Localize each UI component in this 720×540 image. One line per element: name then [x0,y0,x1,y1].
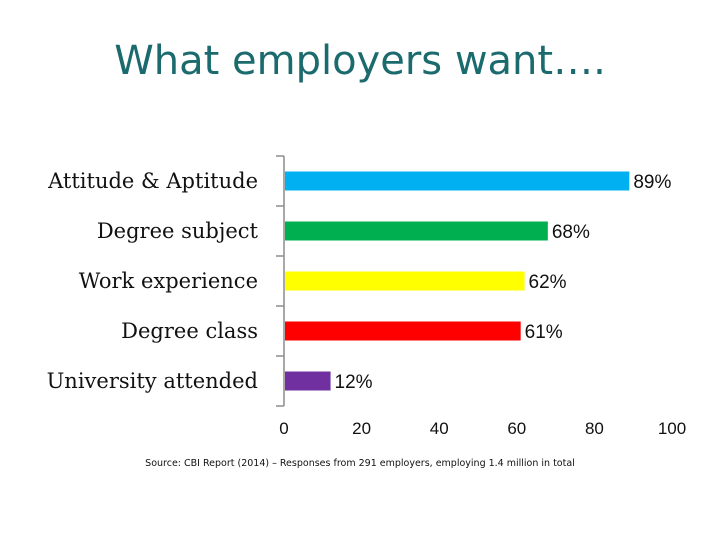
data-label: 62% [529,272,567,293]
data-label: 12% [335,372,373,393]
x-tick-label: 40 [430,419,449,438]
bar [285,321,521,341]
x-tick-label: 80 [585,419,604,438]
chart-axes [276,155,285,407]
bar [285,221,548,241]
x-tick-label: 60 [507,419,526,438]
x-tick-label: 20 [352,419,371,438]
category-label: University attended [47,369,258,393]
data-label: 68% [552,222,590,243]
category-label: Work experience [79,269,258,293]
source-note: Source: CBI Report (2014) – Responses fr… [145,458,575,469]
category-label: Degree subject [97,219,259,243]
x-tick-label: 0 [279,419,288,438]
chart-labels: 0 20 40 60 80 100 Attitude & Aptitude 89% Degree… [47,169,687,438]
x-tick-label: 100 [658,419,686,438]
data-label: 61% [525,322,563,343]
category-label: Degree class [121,319,258,343]
data-label: 89% [633,172,671,193]
bar [285,171,630,191]
slide-title: What employers want…. [114,38,606,84]
bar [285,371,331,391]
category-label: Attitude & Aptitude [47,169,258,193]
bar [285,271,525,291]
chart-bars [285,171,630,391]
